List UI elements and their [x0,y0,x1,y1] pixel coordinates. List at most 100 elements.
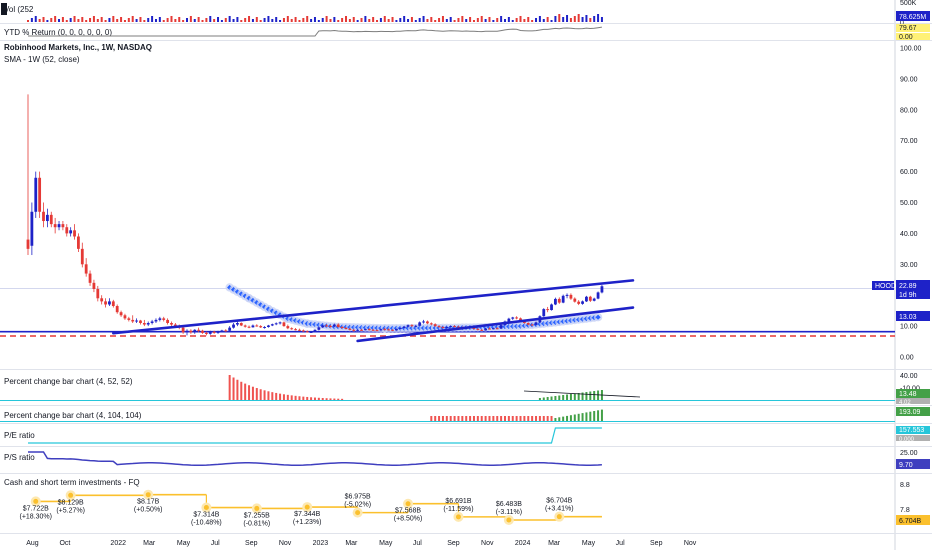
candle-body [433,324,437,327]
pct104-bar [472,416,475,421]
price-axis-label: 60.00 [900,169,918,176]
trendlines[interactable] [112,279,635,343]
volume-bar [372,17,375,22]
pct52-title[interactable]: Percent change bar chart (4, 52, 52) [4,377,133,386]
candle-body [305,331,309,333]
volume-bar [472,20,475,22]
candle-body [73,230,76,237]
ytd-badge-1 [896,24,930,32]
candle-body [363,329,367,331]
cash-annotation-value: $6.704B [546,498,572,505]
candle-body [251,325,255,328]
volume-bar [484,19,487,22]
pct104-bar [600,409,603,421]
cash-title[interactable]: Cash and short term investments - FQ [4,478,140,487]
pct52-bar [302,396,305,400]
time-axis-label: Nov [279,540,292,547]
candle-body [321,325,325,328]
volume-bar [554,16,557,22]
candle-body [61,224,65,228]
pe-title[interactable]: P/E ratio [4,431,35,440]
pct104-bar [581,413,584,421]
pct104-bar [531,416,534,421]
candle-body [344,327,348,329]
symbol-title[interactable]: Robinhood Markets, Inc., 1W, NASDAQ [4,43,152,52]
volume-bar [58,19,61,22]
candle-body [115,306,119,313]
cash-annotation-change: (-11.59%) [443,506,473,513]
volume-bar [585,15,588,22]
volume-title[interactable]: Vol (252 [4,5,34,14]
candle-body [139,320,142,324]
volume-bar [61,17,64,22]
volume-bar [135,19,138,22]
candle-body [166,319,170,324]
cash-marker [203,505,209,511]
volume-bar [535,18,538,22]
cash-annotation-change: (-5.02%) [344,502,371,509]
ps-badge [896,459,930,469]
pct52-bar [569,394,572,400]
candle-body [80,248,84,265]
time-axis-label: Sep [447,540,460,547]
volume-bar [209,16,212,22]
candle-body [437,326,441,328]
volume-bar [577,14,580,22]
pct104-bar [562,416,565,421]
pct104-bar [519,416,522,421]
pct52-bar [251,386,254,400]
volume-bar [558,14,561,22]
time-axis-label: Oct [59,540,70,547]
volume-bar [27,20,29,22]
sma-title[interactable]: SMA - 1W (52, close) [4,55,80,64]
volume-bar [391,17,394,22]
pe-badge [896,426,930,434]
ps-title[interactable]: P/S ratio [4,453,35,462]
volume-bar [597,14,600,22]
candle-body [329,326,332,328]
volume-bar [566,15,569,22]
pct104-bar [449,416,452,421]
cash-marker [455,514,461,520]
cash-axis-label-1: 8.8 [900,482,910,489]
candle-body [243,325,247,327]
ytd-title[interactable]: YTD % Return (0, 0, 0, 0, 0, 0) [4,28,112,37]
pct104-bar [465,416,468,421]
price-axis-label: 10.00 [900,324,918,331]
volume-bar [531,20,534,22]
pct52-bar [232,377,235,400]
volume-bar [201,20,204,22]
volume-bar [376,20,379,22]
pct104-bar [469,416,472,421]
ytd-line [28,26,602,37]
cash-annotation-value: $6.691B [445,498,471,505]
volume-bar [356,20,359,22]
time-axis-label: Nov [684,540,697,547]
cash-annotation-value: $7.314B [193,512,219,519]
pct104-value: 193.09 [899,409,921,416]
pct104-bar [434,416,437,421]
candle-body [108,301,111,305]
pct52-bar [573,393,576,400]
sma-marker [269,308,275,314]
pct104-bar [585,412,588,421]
pct52-bar [337,398,340,400]
cash-annotation-value: $7.722B [23,505,49,512]
volume-bar [562,17,565,22]
pct104-bar [538,416,541,421]
volume-bar [240,20,243,22]
pct104-title[interactable]: Percent change bar chart (4, 104, 104) [4,411,142,420]
candle-body [69,230,73,234]
volume-bar [279,20,282,22]
cash-marker [33,498,39,504]
candle-body [348,328,352,330]
volume-bar [337,20,340,22]
pct52-bar [585,392,588,400]
pct104-bar [554,418,557,421]
pct104-bar [589,411,592,421]
time-axis-label: 2023 [313,540,329,547]
pct104-bar [515,416,518,421]
candle-body [375,330,379,332]
time-axis-label: Aug [26,540,39,547]
